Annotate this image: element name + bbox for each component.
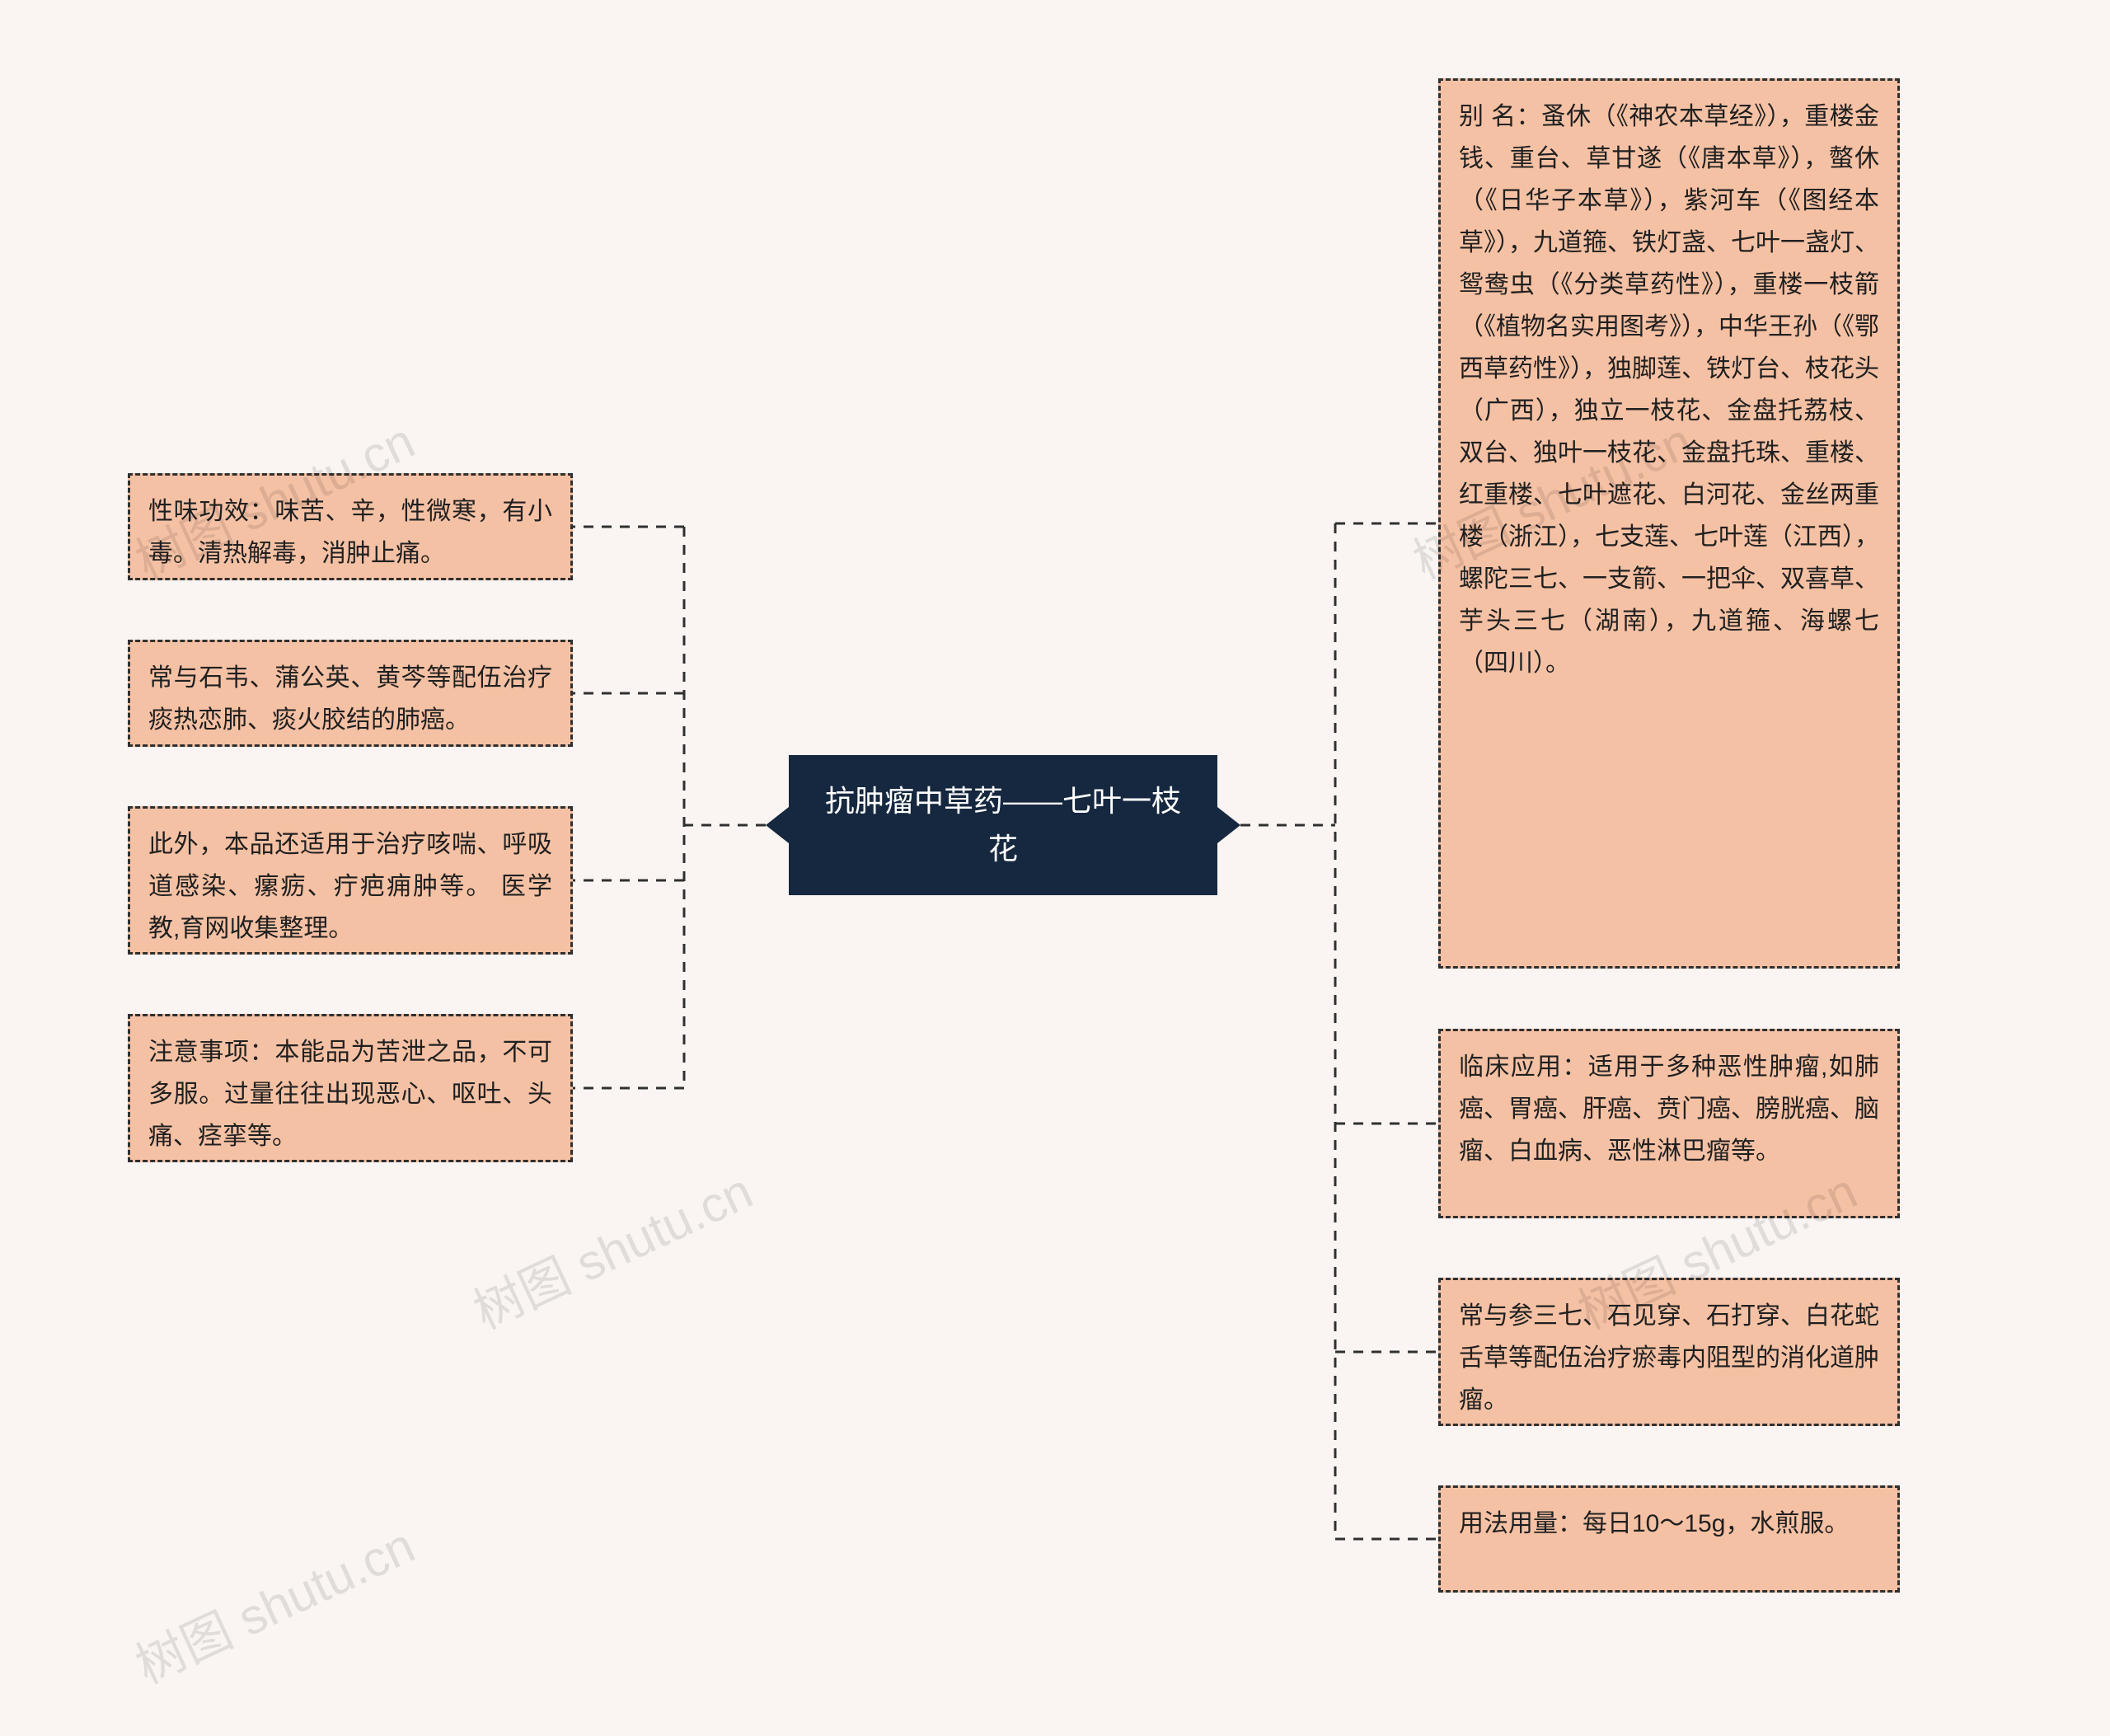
center-node: 抗肿瘤中草药——七叶一枝花 bbox=[789, 755, 1217, 895]
node-text: 常与参三七、石见穿、石打穿、白花蛇舌草等配伍治疗瘀毒内阻型的消化道肿瘤。 bbox=[1459, 1302, 1879, 1414]
right-node-r4: 用法用量：每日10～15g，水煎服。 bbox=[1438, 1485, 1900, 1593]
watermark: 树图 shutu.cn bbox=[123, 1506, 424, 1697]
node-text: 注意事项：本能品为苦泄之品，不可多服。过量往往出现恶心、呕吐、头痛、痉挛等。 bbox=[148, 1039, 552, 1150]
node-text: 用法用量：每日10～15g，水煎服。 bbox=[1459, 1510, 1849, 1537]
node-text: 别 名：蚤休（《神农本草经》），重楼金钱、重台、草甘遂（《唐本草》），螫休（《日… bbox=[1459, 103, 1879, 677]
center-node-text: 抗肿瘤中草药——七叶一枝花 bbox=[814, 777, 1193, 872]
left-node-l1: 性味功效：味苦、辛，性微寒，有小毒。清热解毒，消肿止痛。 bbox=[128, 473, 573, 580]
node-text: 常与石韦、蒲公英、黄芩等配伍治疗痰热恋肺、痰火胶结的肺癌。 bbox=[148, 664, 552, 734]
left-node-l4: 注意事项：本能品为苦泄之品，不可多服。过量往往出现恶心、呕吐、头痛、痉挛等。 bbox=[128, 1014, 573, 1162]
left-node-l3: 此外，本品还适用于治疗咳喘、呼吸道感染、瘰疬、疔疤痈肿等。 医学教,育网收集整理… bbox=[128, 806, 573, 955]
node-text: 临床应用：适用于多种恶性肿瘤,如肺癌、胃癌、肝癌、贲门癌、膀胱癌、脑瘤、白血病、… bbox=[1459, 1053, 1879, 1165]
left-node-l2: 常与石韦、蒲公英、黄芩等配伍治疗痰热恋肺、痰火胶结的肺癌。 bbox=[128, 640, 573, 747]
watermark: 树图 shutu.cn bbox=[461, 1152, 762, 1343]
right-node-r3: 常与参三七、石见穿、石打穿、白花蛇舌草等配伍治疗瘀毒内阻型的消化道肿瘤。 bbox=[1438, 1278, 1900, 1426]
node-text: 性味功效：味苦、辛，性微寒，有小毒。清热解毒，消肿止痛。 bbox=[148, 498, 552, 567]
right-node-r2: 临床应用：适用于多种恶性肿瘤,如肺癌、胃癌、肝癌、贲门癌、膀胱癌、脑瘤、白血病、… bbox=[1438, 1029, 1900, 1218]
right-node-r1: 别 名：蚤休（《神农本草经》），重楼金钱、重台、草甘遂（《唐本草》），螫休（《日… bbox=[1438, 78, 1900, 969]
node-text: 此外，本品还适用于治疗咳喘、呼吸道感染、瘰疬、疔疤痈肿等。 医学教,育网收集整理… bbox=[148, 831, 552, 942]
